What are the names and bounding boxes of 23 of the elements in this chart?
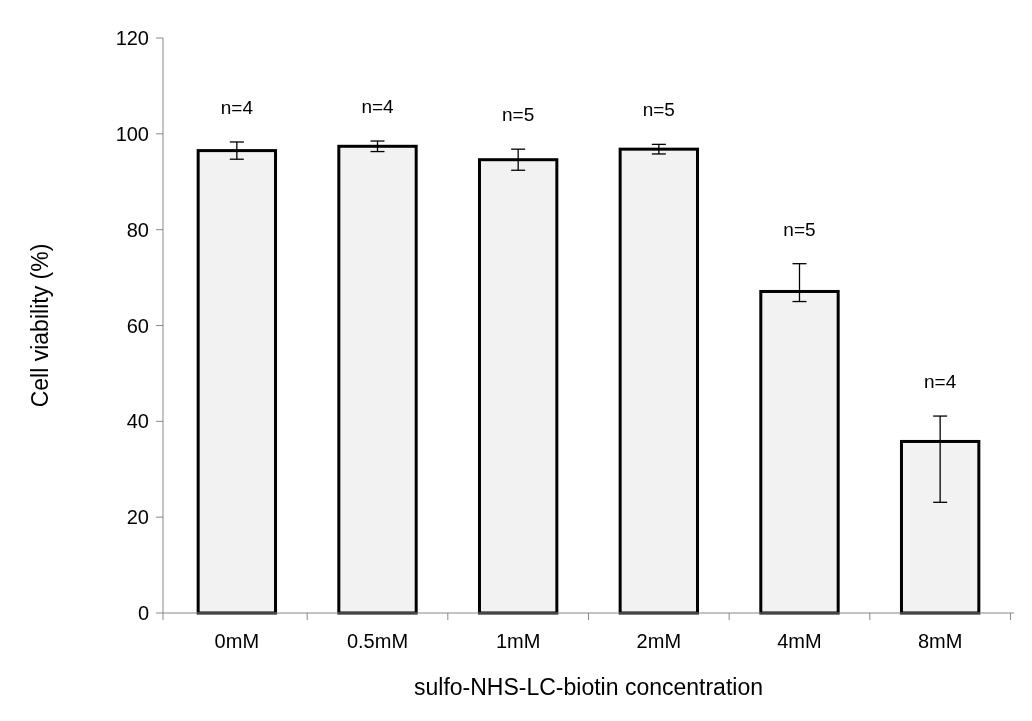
x-tick-label: 4mM: [777, 630, 822, 652]
y-tick-label: 20: [126, 506, 149, 529]
y-tick-label: 0: [137, 602, 149, 624]
x-tick-label: 8mM: [917, 630, 963, 652]
bar: [337, 144, 418, 615]
annotation: n=5: [783, 218, 816, 240]
y-tick-label: 100: [115, 122, 149, 145]
y-tick-label: 120: [115, 27, 149, 49]
y-tick-label: 60: [126, 314, 149, 337]
annotation: n=4: [361, 96, 395, 118]
x-tick-label: 2mM: [636, 630, 682, 652]
annotation: n=4: [220, 96, 254, 118]
annotation: n=5: [642, 99, 675, 121]
annotation: n=5: [502, 104, 535, 126]
annotation: n=4: [924, 371, 957, 393]
x-axis-title: sulfo-NHS-LC-biotin concentration: [414, 674, 763, 700]
bar: [618, 147, 700, 615]
x-tick-label: 0.5mM: [346, 630, 409, 652]
y-tick-label: 40: [126, 410, 149, 433]
y-tick-label: 80: [126, 218, 149, 241]
y-axis-title: Cell viability (%): [27, 243, 53, 408]
x-tick-label: 0mM: [214, 630, 260, 652]
x-tick-label: 1mM: [495, 630, 541, 652]
